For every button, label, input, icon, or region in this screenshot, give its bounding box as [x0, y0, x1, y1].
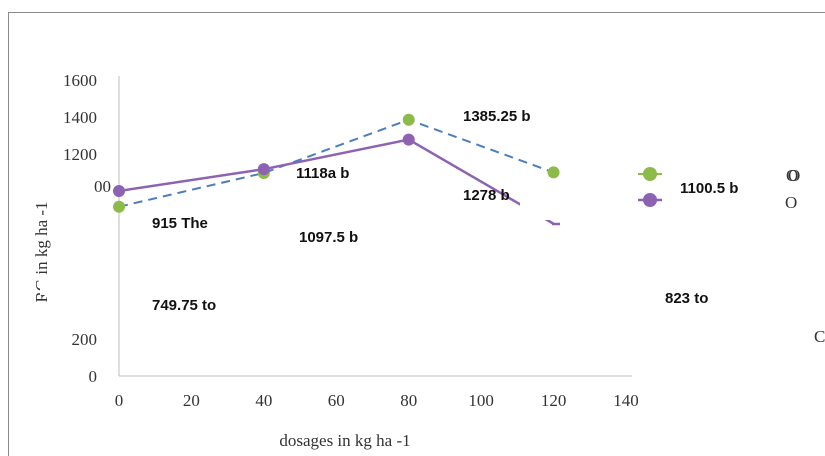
x-tick-label: 100: [468, 391, 494, 410]
series-line-1: [118, 118, 554, 208]
y-tick-label: 200: [72, 330, 98, 349]
data-point-s2-3: [402, 133, 415, 146]
legend-symbol-1: O: [788, 166, 800, 185]
series-lines: [118, 118, 555, 225]
legend-fragment: O: [786, 166, 798, 185]
legend-marker-2: [643, 193, 657, 207]
y-axis-occluder: [40, 275, 110, 295]
x-tick-label: 20: [183, 391, 200, 410]
x-tick-label: 0: [115, 391, 124, 410]
x-tick-label: 80: [400, 391, 417, 410]
label-background: [520, 190, 570, 220]
data-label: 1385.25 b: [463, 108, 531, 125]
x-tick-label: 120: [541, 391, 567, 410]
legend-label-1: 1100.5 b: [680, 180, 738, 197]
data-point-s2-1: [113, 185, 125, 197]
y-tick-fragment: 00: [94, 177, 111, 196]
x-tick-label: 60: [328, 391, 345, 410]
data-point-s2-2: [257, 163, 270, 176]
x-tick-label: 140: [613, 391, 639, 410]
data-label: 915 The: [152, 215, 208, 232]
y-tick-label: 1200: [63, 145, 97, 164]
chart-frame: [8, 12, 825, 456]
data-label: 823 to: [665, 290, 708, 307]
y-tick-label: 1600: [63, 71, 97, 90]
data-point-s1-4: [547, 166, 560, 179]
data-label: 749.75 to: [152, 297, 216, 314]
x-axis-title: dosages in kg ha -1: [279, 431, 410, 450]
y-tick-labels: 0 200 1200 1400 1600: [63, 71, 97, 386]
y-tick-label: 0: [89, 367, 98, 386]
y-tick-label: 1400: [63, 108, 97, 127]
series-line-2: [118, 138, 555, 225]
data-point-s1-1: [113, 200, 125, 213]
x-tick-label: 40: [255, 391, 272, 410]
chart-legend: 1100.5 b O O: [638, 166, 800, 212]
legend-marker-1: [643, 167, 657, 181]
edge-fragment: C: [814, 327, 825, 346]
data-label: 1118a b: [296, 165, 349, 182]
x-tick-labels: 0 20 40 60 80 100 120 140: [115, 391, 639, 410]
data-point-s1-3: [402, 113, 415, 126]
data-label: 1097.5 b: [299, 229, 358, 246]
data-labels: 915 The 1118a b 1385.25 b 1097.5 b 1278 b 749…: [152, 108, 708, 314]
legend-symbol-2: O: [785, 193, 797, 212]
data-label: 1278 b: [463, 187, 510, 204]
series-points: [113, 113, 570, 226]
